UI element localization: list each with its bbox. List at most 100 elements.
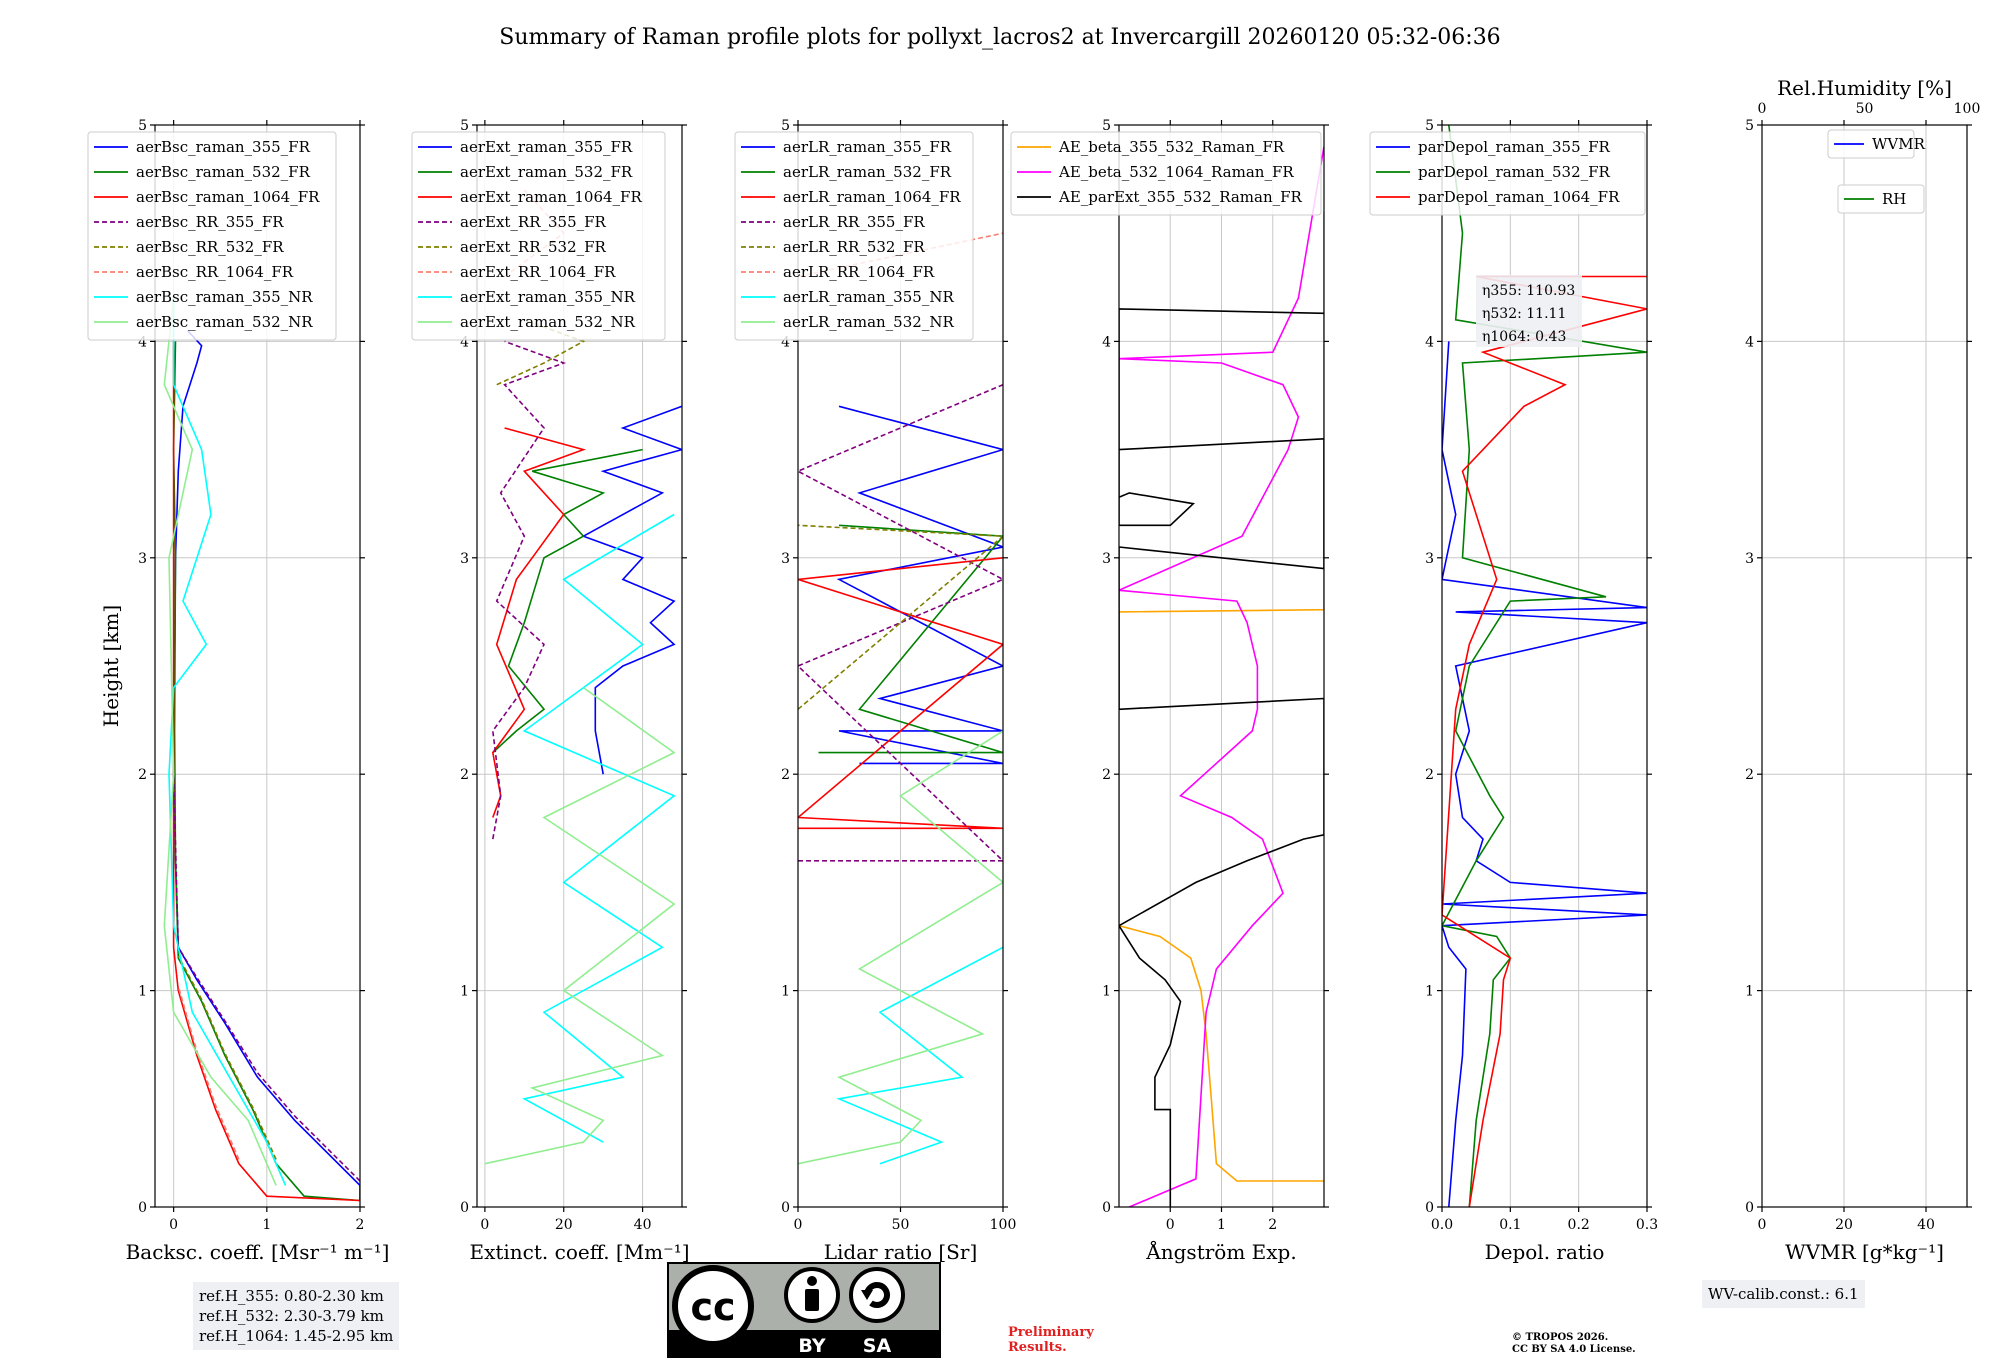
legend-label: aerBsc_RR_355_FR xyxy=(136,213,284,231)
xtick-label: 20 xyxy=(555,1217,573,1233)
legend-label: aerBsc_raman_355_FR xyxy=(136,138,311,156)
series-aerLR_RR_355_FR xyxy=(798,383,1003,862)
series-aerBsc_raman_355_NR xyxy=(168,298,287,1186)
attribution-icon-body xyxy=(805,1289,819,1311)
preliminary-line-2: Results. xyxy=(1008,1340,1067,1355)
wv-calibration-box: WV-calib.const.: 6.1 xyxy=(1702,1280,1865,1308)
preliminary-line-1: Preliminary xyxy=(1008,1325,1094,1340)
legend-label: aerExt_RR_1064_FR xyxy=(460,263,616,281)
series-aerExt_raman_532_NR xyxy=(484,686,676,1165)
ytick-label: 2 xyxy=(781,767,790,783)
axes-frame xyxy=(476,124,683,1208)
xlabel-lidar_ratio: Lidar ratio [Sr] xyxy=(824,1240,978,1264)
legend-label: AE_beta_355_532_Raman_FR xyxy=(1058,138,1285,156)
ytick-label: 2 xyxy=(1745,767,1754,783)
xtick-label: 20 xyxy=(1835,1217,1853,1233)
legend-label: aerLR_RR_532_FR xyxy=(783,238,925,256)
legend-label: aerExt_raman_355_NR xyxy=(460,288,636,306)
xtick-label: 40 xyxy=(1917,1217,1935,1233)
legend-label: parDepol_raman_532_FR xyxy=(1418,163,1611,181)
legend-label: aerExt_RR_532_FR xyxy=(460,238,607,256)
series-parDepol_raman_1064_FR xyxy=(1442,275,1647,1207)
series-aerExt_raman_1064_FR xyxy=(491,427,587,818)
ytick-label: 2 xyxy=(1102,767,1111,783)
xlabel-depol: Depol. ratio xyxy=(1485,1240,1605,1264)
panel-extinction: 0 1 2 3 4 5 0 20 40 Extinct. coeff. [Mm⁻¹] aerExt_… xyxy=(411,118,690,1264)
xtick-label: 100 xyxy=(990,1217,1017,1233)
cc-logo-icon xyxy=(672,1265,754,1347)
ytick-label: 3 xyxy=(460,551,469,567)
legend-box xyxy=(87,131,337,341)
ylabel: Height [km] xyxy=(99,605,123,727)
ytick-label: 1 xyxy=(138,984,147,1000)
series-group xyxy=(484,189,682,1165)
ytick-label: 1 xyxy=(1425,984,1434,1000)
xtick-label: 0 xyxy=(480,1217,489,1233)
legend-label: WVMR xyxy=(1872,135,1926,153)
cc-by-sa-badge: cc BY SA xyxy=(667,1262,941,1358)
series-aerBsc_raman_1064_FR xyxy=(172,341,360,1202)
legend-box xyxy=(1369,131,1646,216)
reference-heights-box: ref.H_355: 0.80-2.30 km ref.H_532: 2.30-… xyxy=(193,1282,400,1350)
xlabel-angstrom: Ångström Exp. xyxy=(1145,1239,1296,1264)
xtick-label: 0.0 xyxy=(1431,1217,1453,1233)
ytick-label: 3 xyxy=(138,551,147,567)
ytick-label: 4 xyxy=(138,334,147,350)
series-group xyxy=(163,298,360,1202)
legend-label: aerExt_raman_355_FR xyxy=(460,138,633,156)
xtick-label: 1 xyxy=(262,1217,271,1233)
legend-label: aerBsc_raman_1064_FR xyxy=(136,188,320,206)
legend-box xyxy=(411,131,666,341)
ytick-label: 5 xyxy=(1745,118,1754,134)
panel-angstrom: 0 1 2 3 4 5 0 1 2 Ångström Exp. AE_beta_355_532_Ra… xyxy=(1010,118,1329,1264)
xlabel-wvmr: WVMR [g*kg⁻¹] xyxy=(1785,1240,1944,1264)
eta-value: η532: 11.11 xyxy=(1482,306,1566,322)
xtick-label: 0 xyxy=(169,1217,178,1233)
ytick-label: 5 xyxy=(138,118,147,134)
ytick-label: 1 xyxy=(1745,984,1754,1000)
legend-label: aerLR_raman_1064_FR xyxy=(783,188,961,206)
cc-sa-label: SA xyxy=(863,1335,892,1357)
share-alike-arrowhead xyxy=(861,1290,873,1300)
panel-backscatter: 0 1 2 3 4 5 0 1 2 Backsc. coeff. [Msr⁻¹ m⁻¹] Heigh… xyxy=(87,118,389,1264)
series-aerExt_raman_355_FR xyxy=(581,405,682,775)
top-xlabel: Rel.Humidity [%] xyxy=(1777,76,1952,100)
ytick-label: 1 xyxy=(781,984,790,1000)
legend-lidar_ratio: aerLR_raman_355_FR aerLR_raman_532_FR aerL… xyxy=(734,131,974,341)
legend-angstrom: AE_beta_355_532_Raman_FR AE_beta_532_1064… xyxy=(1010,131,1322,216)
series-aerBsc_raman_532_FR xyxy=(172,341,360,1202)
ytick-label: 3 xyxy=(1425,551,1434,567)
top-xtick-label: 50 xyxy=(1856,101,1874,117)
preliminary-notice: Preliminary Results. xyxy=(1008,1325,1094,1355)
ref-height-532: ref.H_532: 2.30-3.79 km xyxy=(199,1307,384,1325)
xtick-label: 0.3 xyxy=(1636,1217,1658,1233)
series-group xyxy=(798,232,1003,1165)
legend-box xyxy=(1010,131,1322,216)
axes-frame xyxy=(1761,124,1968,1208)
ytick-label: 0 xyxy=(781,1200,790,1216)
ytick-label: 0 xyxy=(1102,1200,1111,1216)
ytick-label: 5 xyxy=(460,118,469,134)
legend-box xyxy=(734,131,974,341)
xtick-label: 2 xyxy=(1268,1217,1277,1233)
copyright-line-1: © TROPOS 2026. xyxy=(1512,1332,1609,1343)
ytick-label: 1 xyxy=(460,984,469,1000)
top-xtick-label: 0 xyxy=(1758,101,1767,117)
series-aerExt_RR_355_FR xyxy=(491,340,567,840)
share-alike-arrow xyxy=(864,1282,890,1308)
wv-calibration-constant: WV-calib.const.: 6.1 xyxy=(1708,1285,1859,1303)
cc-logo-text: cc xyxy=(690,1285,735,1329)
xtick-label: 0.1 xyxy=(1499,1217,1521,1233)
legend-RH: RH xyxy=(1837,184,1925,214)
figure-title: Summary of Raman profile plots for polly… xyxy=(499,25,1500,50)
legend-label: AE_beta_532_1064_Raman_FR xyxy=(1058,163,1294,181)
series-aerLR_RR_532_FR xyxy=(798,524,1003,710)
legend-label: aerExt_raman_532_FR xyxy=(460,163,633,181)
ytick-label: 2 xyxy=(1425,767,1434,783)
ytick-label: 4 xyxy=(1425,334,1434,350)
ytick-label: 5 xyxy=(781,118,790,134)
ref-height-1064: ref.H_1064: 1.45-2.95 km xyxy=(199,1327,394,1345)
legend-label: aerLR_raman_355_NR xyxy=(783,288,954,306)
